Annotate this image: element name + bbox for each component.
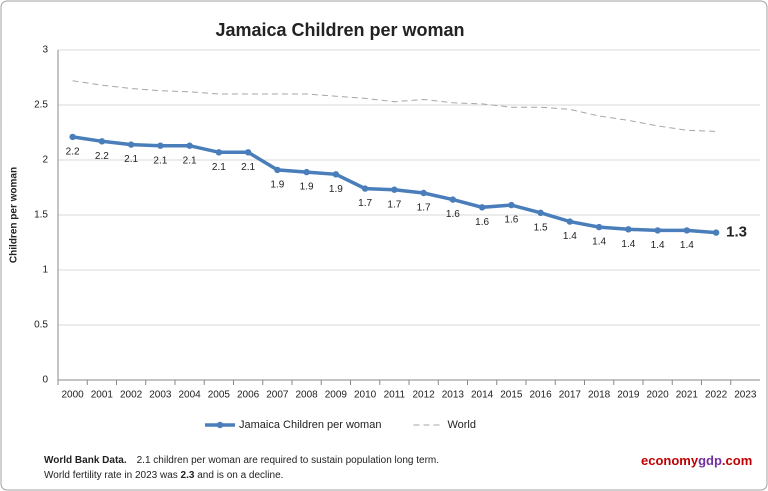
point xyxy=(595,223,603,231)
data-label: 1.4 xyxy=(563,231,577,242)
data-label: 1.6 xyxy=(446,209,460,220)
data-label: 2.1 xyxy=(212,162,226,173)
data-label: 1.5 xyxy=(534,222,548,233)
y-tick-label: 0.5 xyxy=(34,320,48,331)
x-tick-label: 2017 xyxy=(559,390,582,401)
point xyxy=(98,138,106,145)
x-tick-label: 2009 xyxy=(325,390,348,401)
data-label: 1.7 xyxy=(417,203,431,214)
legend-marker xyxy=(216,421,224,429)
data-label: 2.1 xyxy=(124,154,138,165)
point xyxy=(215,149,223,156)
point xyxy=(127,141,135,148)
data-label: 1.9 xyxy=(270,180,284,191)
series-line xyxy=(72,80,717,132)
x-tick-label: 2001 xyxy=(91,390,114,401)
x-tick-label: 2022 xyxy=(705,390,728,401)
chart-title: Jamaica Children per woman xyxy=(215,20,464,40)
x-tick-label: 2006 xyxy=(237,390,260,401)
x-tick-label: 2023 xyxy=(734,390,757,401)
footnote-line: 2.1 children per woman are required to s… xyxy=(137,455,439,466)
x-tick-label: 2002 xyxy=(120,390,143,401)
y-tick-label: 2 xyxy=(42,155,48,166)
y-tick-label: 1.5 xyxy=(34,210,48,221)
y-axis-label: Children per woman xyxy=(9,167,20,263)
x-tick-label: 2003 xyxy=(149,390,172,401)
data-label: 1.4 xyxy=(592,237,606,248)
data-label: 1.7 xyxy=(358,198,372,209)
point xyxy=(361,185,369,192)
data-label: 2.1 xyxy=(153,155,167,166)
x-tick-label: 2004 xyxy=(179,390,202,401)
data-label: 2.2 xyxy=(66,147,80,158)
x-tick-label: 2007 xyxy=(266,390,289,401)
point xyxy=(712,229,720,236)
x-tick-label: 2008 xyxy=(296,390,319,401)
data-label: 2.1 xyxy=(241,162,255,173)
point xyxy=(244,149,252,156)
data-label: 2.2 xyxy=(95,151,109,162)
data-label: 1.6 xyxy=(475,217,489,228)
data-label: 1.7 xyxy=(387,199,401,210)
x-tick-label: 2005 xyxy=(208,390,231,401)
point xyxy=(654,227,661,234)
point xyxy=(157,142,164,149)
brand-part: gdp xyxy=(698,453,722,468)
point xyxy=(186,142,193,149)
footnote-part: 2.3 xyxy=(181,470,195,481)
x-tick-label: 2011 xyxy=(384,390,406,401)
x-tick-label: 2019 xyxy=(617,390,640,401)
x-tick-label: 2010 xyxy=(354,390,377,401)
x-tick-label: 2021 xyxy=(676,390,699,401)
y-tick-label: 2.5 xyxy=(34,100,48,111)
point xyxy=(478,204,486,211)
legend-label: World xyxy=(447,419,476,431)
x-tick-label: 2016 xyxy=(530,390,553,401)
point xyxy=(391,186,398,193)
data-label: 1.9 xyxy=(329,184,343,195)
data-label: 1.9 xyxy=(300,182,314,193)
source: World Bank Data. xyxy=(44,455,127,466)
x-tick-label: 2015 xyxy=(500,390,523,401)
x-tick-label: 2020 xyxy=(647,390,670,401)
point xyxy=(566,218,574,225)
point xyxy=(683,227,691,234)
x-tick-label: 2018 xyxy=(588,390,611,401)
data-label: 1.6 xyxy=(504,215,518,226)
data-label: 2.1 xyxy=(183,155,197,166)
point xyxy=(625,226,632,233)
footnote-part: and is on a decline. xyxy=(194,470,283,481)
point xyxy=(449,196,457,203)
point xyxy=(274,166,281,174)
y-tick-label: 1 xyxy=(42,265,48,276)
brand-part: economy xyxy=(641,453,699,468)
brand: economygdp.com xyxy=(641,453,752,468)
y-tick-label: 0 xyxy=(42,375,48,386)
point xyxy=(332,171,340,178)
footnote-part: World fertility rate in 2023 was xyxy=(44,470,181,481)
legend-label: Jamaica Children per woman xyxy=(239,419,381,431)
data-label: 1.4 xyxy=(651,240,665,251)
brand-part: .com xyxy=(722,453,752,468)
footnote: World Bank Data. 2.1 children per woman a… xyxy=(44,455,439,466)
x-tick-label: 2012 xyxy=(413,390,436,401)
point xyxy=(537,209,544,216)
footnote: World fertility rate in 2023 was 2.3 and… xyxy=(44,470,283,481)
x-tick-label: 2014 xyxy=(471,390,494,401)
data-label: 1.4 xyxy=(680,240,694,251)
data-label: 1.4 xyxy=(621,239,635,250)
x-tick-label: 2000 xyxy=(62,390,85,401)
point xyxy=(303,168,310,176)
point xyxy=(420,189,427,197)
point xyxy=(508,201,515,209)
x-tick-label: 2013 xyxy=(442,390,465,401)
y-tick-label: 3 xyxy=(42,45,48,56)
data-label: 1.3 xyxy=(726,224,747,241)
point xyxy=(69,133,76,141)
